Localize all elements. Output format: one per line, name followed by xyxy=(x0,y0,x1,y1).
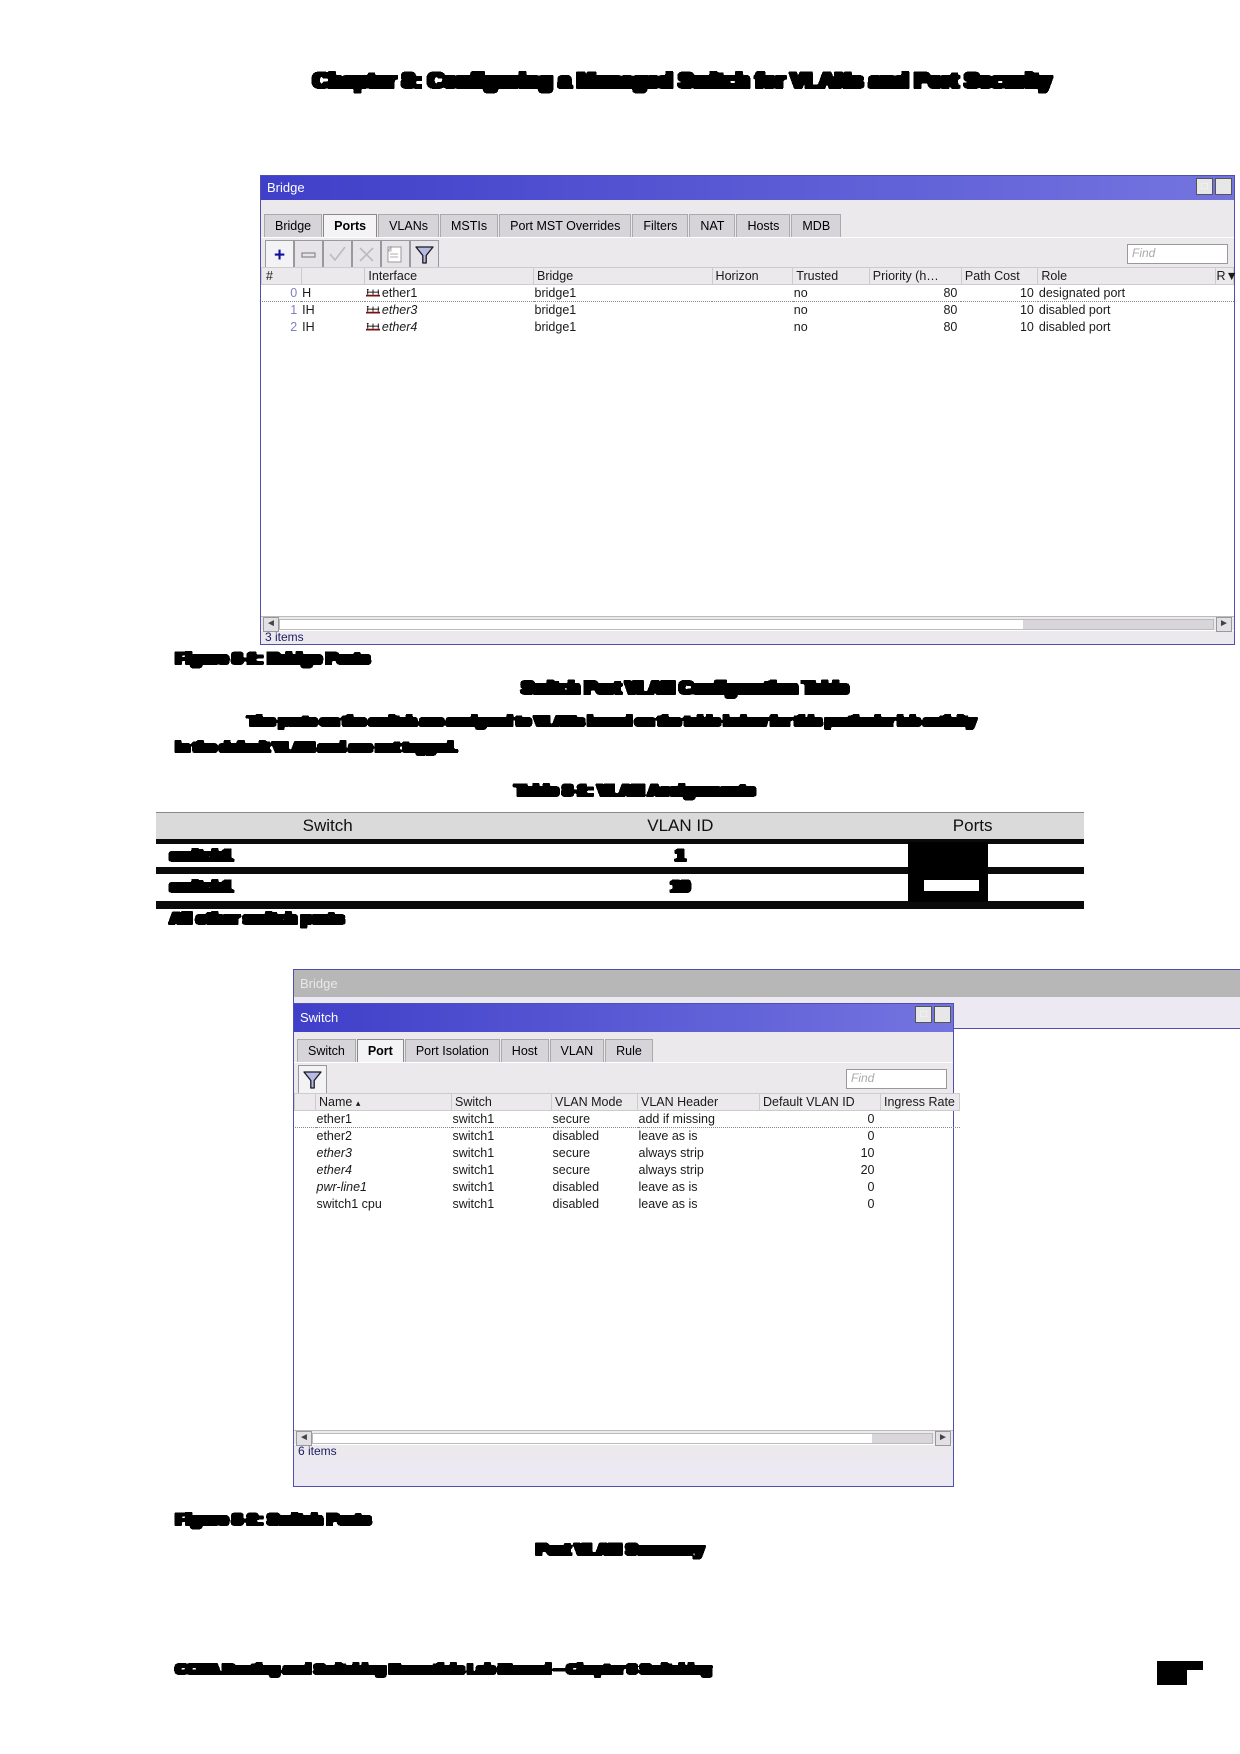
svg-text:+: + xyxy=(274,245,285,266)
